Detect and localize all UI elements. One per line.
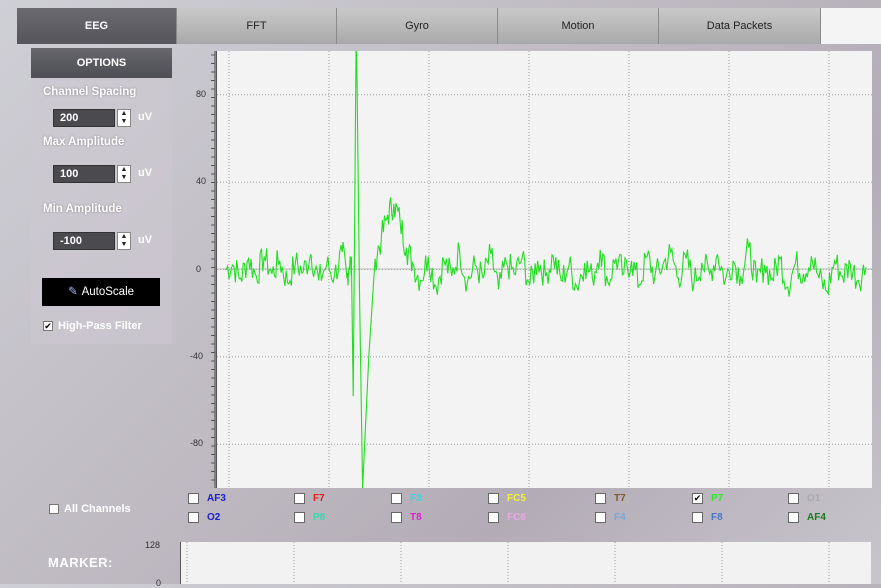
- checkbox-empty-icon: [294, 493, 305, 504]
- checkbox-empty-icon: [788, 512, 799, 523]
- channel-label: FC5: [507, 493, 526, 504]
- channel-label: P8: [313, 512, 326, 523]
- channel-checkbox-af3[interactable]: AF3: [188, 493, 226, 504]
- channel-checkbox-t8[interactable]: T8: [391, 512, 422, 523]
- checkbox-empty-icon: [188, 512, 199, 523]
- channel-checkbox-p8[interactable]: P8: [294, 512, 325, 523]
- channel-checkbox-af4[interactable]: AF4: [788, 512, 826, 523]
- checkbox-empty-icon: [391, 493, 402, 504]
- channel-label: F4: [614, 512, 626, 523]
- channel-checkbox-f3[interactable]: F3: [391, 493, 422, 504]
- checkbox-empty-icon: [488, 512, 499, 523]
- y-axis: [211, 51, 216, 488]
- channel-checkbox-fc5[interactable]: FC5: [488, 493, 526, 504]
- checkbox-empty-icon: [788, 493, 799, 504]
- checkbox-empty-icon: [294, 512, 305, 523]
- channel-checkbox-o2[interactable]: O2: [188, 512, 220, 523]
- min-amplitude-label: Min Amplitude: [43, 203, 122, 215]
- tab-bar: EEG FFT Gyro Motion Data Packets: [17, 8, 821, 44]
- options-panel: OPTIONS Channel Spacing 200 ▲ ▼ uV Max Am…: [31, 48, 172, 344]
- tab-eeg[interactable]: EEG: [17, 8, 177, 44]
- channel-checkbox-t7[interactable]: T7: [595, 493, 626, 504]
- options-header: OPTIONS: [31, 48, 172, 78]
- pencil-icon: ✎: [67, 286, 78, 298]
- channel-label: T8: [410, 512, 422, 523]
- channel-label: F7: [313, 493, 325, 504]
- channel-label: P7: [711, 493, 724, 504]
- spinner-arrows-icon[interactable]: ▲ ▼: [117, 109, 131, 127]
- checkbox-empty-icon: [49, 504, 59, 514]
- channel-label: F3: [410, 493, 422, 504]
- channel-label: AF3: [207, 493, 226, 504]
- vertical-gridlines: [228, 51, 830, 488]
- channel-spacing-label: Channel Spacing: [43, 86, 137, 98]
- checkbox-empty-icon: [391, 512, 402, 523]
- channel-label: O2: [207, 512, 221, 523]
- channel-label: T7: [614, 493, 626, 504]
- max-amplitude-label: Max Amplitude: [43, 136, 125, 148]
- y-tick-label: 0: [196, 263, 202, 274]
- check-icon: ✔: [692, 493, 703, 504]
- channel-spacing-input[interactable]: 200: [53, 109, 115, 127]
- channel-checkbox-o1[interactable]: O1: [788, 493, 820, 504]
- tab-data-packets[interactable]: Data Packets: [659, 8, 821, 44]
- channel-label: FC6: [507, 512, 526, 523]
- channel-checkbox-f8[interactable]: F8: [692, 512, 723, 523]
- checkbox-empty-icon: [595, 493, 606, 504]
- tab-bar-filler: [821, 8, 881, 44]
- channel-label: O1: [807, 493, 821, 504]
- y-tick-label: -40: [190, 350, 204, 361]
- checkbox-empty-icon: [692, 512, 703, 523]
- channel-label: AF4: [807, 512, 826, 523]
- marker-ytick-bottom: 0: [156, 578, 162, 588]
- y-tick-label: 40: [196, 176, 207, 187]
- check-icon: ✔: [43, 321, 53, 331]
- tab-gyro[interactable]: Gyro: [337, 8, 498, 44]
- channel-label: F8: [711, 512, 723, 523]
- max-amplitude-input[interactable]: 100: [53, 165, 115, 183]
- channel-checkbox-fc6[interactable]: FC6: [488, 512, 526, 523]
- all-channels-label: All Channels: [64, 503, 131, 515]
- eeg-plot[interactable]: [216, 51, 872, 488]
- min-amplitude-spinner[interactable]: -100 ▲ ▼: [53, 232, 133, 250]
- channel-checkbox-f4[interactable]: F4: [595, 512, 626, 523]
- spinner-arrows-icon[interactable]: ▲ ▼: [117, 232, 131, 250]
- tab-motion[interactable]: Motion: [498, 8, 659, 44]
- channel-spacing-spinner[interactable]: 200 ▲ ▼: [53, 109, 133, 127]
- y-tick-label: -80: [190, 438, 204, 449]
- checkbox-empty-icon: [488, 493, 499, 504]
- high-pass-filter-label: High-Pass Filter: [58, 320, 142, 332]
- marker-ytick-top: 128: [145, 540, 161, 550]
- max-amplitude-unit: uV: [138, 167, 153, 179]
- marker-label: MARKER:: [48, 555, 113, 570]
- max-amplitude-spinner[interactable]: 100 ▲ ▼: [53, 165, 133, 183]
- channel-selector: AF3 F7 F3 FC5 T7 ✔ P7 O1 O2 P8 T8 FC6 F4 F8 AF4: [188, 493, 868, 533]
- min-amplitude-input[interactable]: -100: [53, 232, 115, 250]
- spinner-arrows-icon[interactable]: ▲ ▼: [117, 165, 131, 183]
- channel-checkbox-f7[interactable]: F7: [294, 493, 325, 504]
- channel-spacing-unit: uV: [138, 111, 153, 123]
- autoscale-label: AutoScale: [81, 286, 135, 298]
- high-pass-filter-checkbox[interactable]: ✔ High-Pass Filter: [43, 320, 142, 332]
- channel-checkbox-p7[interactable]: ✔ P7: [692, 493, 723, 504]
- y-tick-label: 80: [196, 88, 207, 99]
- checkbox-empty-icon: [595, 512, 606, 523]
- series-line-p7: [224, 51, 867, 488]
- autoscale-button[interactable]: ✎ AutoScale: [42, 278, 160, 306]
- tab-fft[interactable]: FFT: [177, 8, 337, 44]
- checkbox-empty-icon: [188, 493, 199, 504]
- min-amplitude-unit: uV: [138, 234, 153, 246]
- all-channels-checkbox[interactable]: All Channels: [49, 503, 131, 515]
- marker-plot[interactable]: [180, 542, 871, 584]
